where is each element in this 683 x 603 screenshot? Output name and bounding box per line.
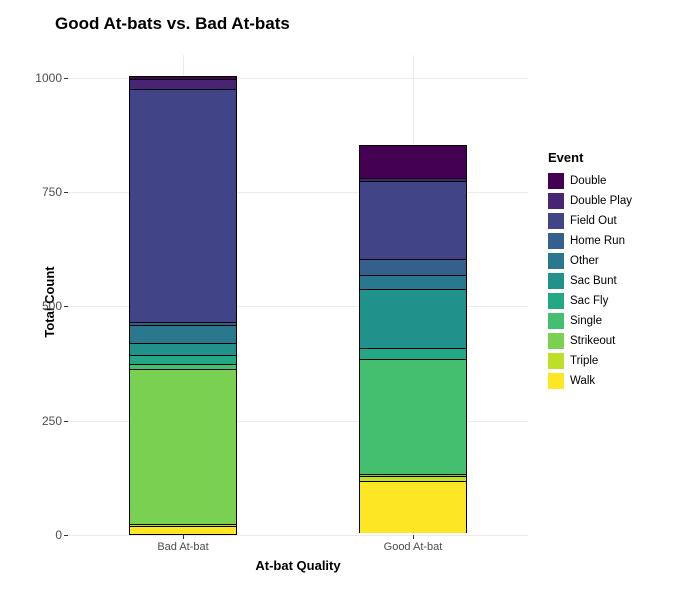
legend-item: Field Out bbox=[548, 213, 678, 229]
bar-segment bbox=[129, 526, 237, 535]
x-tick-mark bbox=[413, 535, 414, 539]
bar-segment bbox=[359, 359, 467, 473]
bar-segment bbox=[129, 89, 237, 322]
chart-title: Good At-bats vs. Bad At-bats bbox=[55, 14, 290, 34]
y-tick-label: 500 bbox=[18, 299, 68, 313]
legend-swatch bbox=[548, 253, 564, 269]
bar-segment bbox=[129, 79, 237, 89]
legend-label: Double bbox=[570, 175, 606, 187]
bar-segment bbox=[359, 181, 467, 259]
bar-segment bbox=[359, 289, 467, 348]
bar-segment bbox=[129, 369, 237, 524]
legend-item: Sac Bunt bbox=[548, 273, 678, 289]
legend-item: Home Run bbox=[548, 233, 678, 249]
legend-item: Double Play bbox=[548, 193, 678, 209]
legend-item: Walk bbox=[548, 373, 678, 389]
legend-swatch bbox=[548, 293, 564, 309]
y-tick-label: 750 bbox=[18, 185, 68, 199]
bar-stack bbox=[359, 145, 467, 535]
y-tick-label: 1000 bbox=[18, 71, 68, 85]
legend-label: Double Play bbox=[570, 195, 632, 207]
legend-swatch bbox=[548, 233, 564, 249]
legend-label: Triple bbox=[570, 355, 598, 367]
x-tick-label: Good At-bat bbox=[384, 541, 443, 553]
legend-label: Other bbox=[570, 255, 599, 267]
bar-segment bbox=[359, 259, 467, 275]
bar-segment bbox=[359, 348, 467, 359]
bar-segment bbox=[359, 533, 467, 535]
legend-item: Triple bbox=[548, 353, 678, 369]
legend-item: Double bbox=[548, 173, 678, 189]
legend-items: Double Double Play Field Out Home Run Other S… bbox=[548, 173, 678, 389]
legend-item: Single bbox=[548, 313, 678, 329]
gridline bbox=[68, 535, 528, 536]
legend-swatch bbox=[548, 193, 564, 209]
legend-swatch bbox=[548, 373, 564, 389]
legend-swatch bbox=[548, 173, 564, 189]
legend-item: Sac Fly bbox=[548, 293, 678, 309]
bar-segment bbox=[129, 325, 237, 343]
bar-segment bbox=[359, 275, 467, 289]
legend-swatch bbox=[548, 333, 564, 349]
legend: Event Double Double Play Field Out Home Run… bbox=[548, 150, 678, 393]
legend-title: Event bbox=[548, 150, 678, 165]
bar-segment bbox=[129, 343, 237, 354]
legend-label: Home Run bbox=[570, 235, 625, 247]
bar-segment bbox=[129, 355, 237, 364]
plot-area: 02505007501000Bad At-batGood At-bat bbox=[68, 55, 528, 535]
bar-stack bbox=[129, 76, 237, 535]
legend-label: Sac Fly bbox=[570, 295, 608, 307]
legend-swatch bbox=[548, 313, 564, 329]
legend-label: Single bbox=[570, 315, 602, 327]
y-tick-label: 0 bbox=[18, 528, 68, 542]
legend-swatch bbox=[548, 273, 564, 289]
legend-label: Strikeout bbox=[570, 335, 615, 347]
legend-item: Strikeout bbox=[548, 333, 678, 349]
x-tick-label: Bad At-bat bbox=[157, 541, 208, 553]
bar-segment bbox=[359, 145, 467, 178]
bar-segment bbox=[359, 481, 467, 534]
legend-item: Other bbox=[548, 253, 678, 269]
legend-swatch bbox=[548, 213, 564, 229]
y-tick-label: 250 bbox=[18, 414, 68, 428]
chart-container: Good At-bats vs. Bad At-bats Total Count… bbox=[0, 0, 683, 603]
x-tick-mark bbox=[183, 535, 184, 539]
legend-label: Field Out bbox=[570, 215, 617, 227]
legend-label: Walk bbox=[570, 375, 595, 387]
x-axis-label: At-bat Quality bbox=[68, 558, 528, 573]
legend-label: Sac Bunt bbox=[570, 275, 617, 287]
legend-swatch bbox=[548, 353, 564, 369]
